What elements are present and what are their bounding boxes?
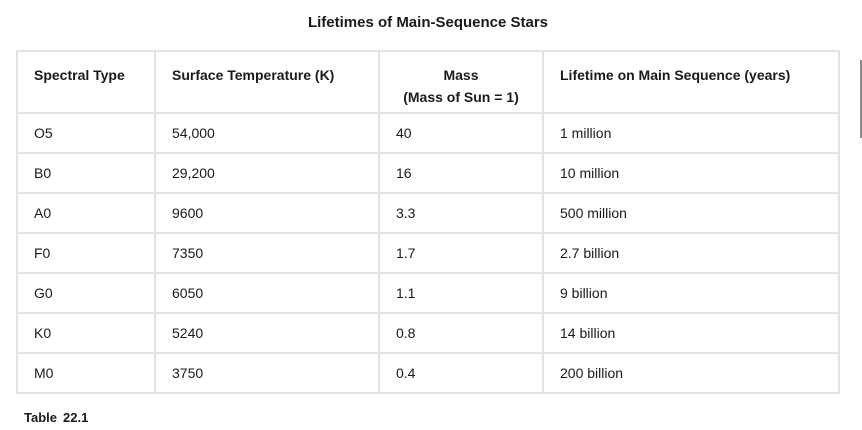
cell-surface-temperature: 54,000 <box>154 112 380 154</box>
header-mass-line2: (Mass of Sun = 1) <box>403 89 519 105</box>
cell-surface-temperature: 29,200 <box>154 152 380 194</box>
cell-lifetime: 14 billion <box>542 312 840 354</box>
main-sequence-table: Spectral Type Surface Temperature (K) Ma… <box>16 50 840 394</box>
cell-spectral-type: F0 <box>16 232 156 274</box>
cell-surface-temperature: 6050 <box>154 272 380 314</box>
cell-surface-temperature: 9600 <box>154 192 380 234</box>
cell-surface-temperature: 7350 <box>154 232 380 274</box>
caption-label: Table <box>24 410 57 425</box>
cell-spectral-type: G0 <box>16 272 156 314</box>
caption-number: 22.1 <box>63 410 89 425</box>
table-row: A0 9600 3.3 500 million <box>16 192 840 234</box>
table-title: Lifetimes of Main-Sequence Stars <box>307 14 549 31</box>
cell-lifetime: 9 billion <box>542 272 840 314</box>
header-mass: Mass (Mass of Sun = 1) <box>378 50 544 114</box>
header-surface-temperature: Surface Temperature (K) <box>154 50 380 114</box>
table-row: F0 7350 1.7 2.7 billion <box>16 232 840 274</box>
cell-surface-temperature: 3750 <box>154 352 380 394</box>
table-row: O5 54,000 40 1 million <box>16 112 840 154</box>
table-caption: Table 22.1 <box>24 410 88 425</box>
cell-mass: 0.4 <box>378 352 544 394</box>
cell-lifetime: 10 million <box>542 152 840 194</box>
cell-mass: 0.8 <box>378 312 544 354</box>
header-lifetime: Lifetime on Main Sequence (years) <box>542 50 840 114</box>
cell-mass: 1.1 <box>378 272 544 314</box>
cell-lifetime: 200 billion <box>542 352 840 394</box>
cell-lifetime: 2.7 billion <box>542 232 840 274</box>
table-row: B0 29,200 16 10 million <box>16 152 840 194</box>
cell-spectral-type: M0 <box>16 352 156 394</box>
cell-mass: 1.7 <box>378 232 544 274</box>
table-header-row: Spectral Type Surface Temperature (K) Ma… <box>16 50 840 114</box>
table-row: M0 3750 0.4 200 billion <box>16 352 840 394</box>
cell-spectral-type: B0 <box>16 152 156 194</box>
cell-mass: 3.3 <box>378 192 544 234</box>
cell-mass: 16 <box>378 152 544 194</box>
header-spectral-type: Spectral Type <box>16 50 156 114</box>
header-mass-line1: Mass <box>443 67 479 83</box>
cell-surface-temperature: 5240 <box>154 312 380 354</box>
cell-lifetime: 1 million <box>542 112 840 154</box>
cell-spectral-type: A0 <box>16 192 156 234</box>
scrollbar[interactable] <box>860 60 862 138</box>
cell-spectral-type: K0 <box>16 312 156 354</box>
table-row: G0 6050 1.1 9 billion <box>16 272 840 314</box>
cell-spectral-type: O5 <box>16 112 156 154</box>
cell-mass: 40 <box>378 112 544 154</box>
table-row: K0 5240 0.8 14 billion <box>16 312 840 354</box>
cell-lifetime: 500 million <box>542 192 840 234</box>
